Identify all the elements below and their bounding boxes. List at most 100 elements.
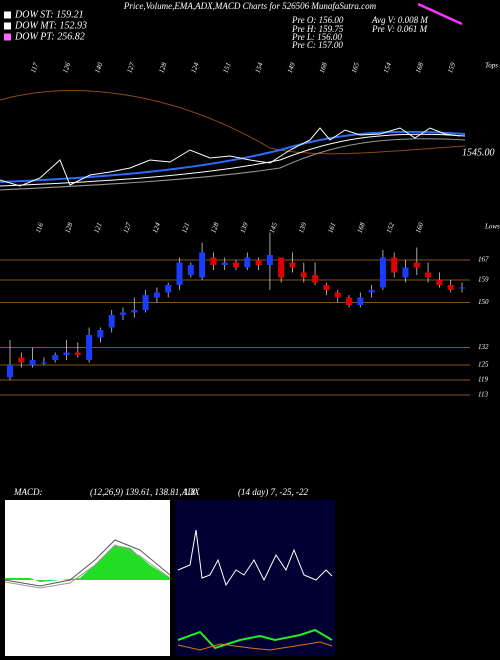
legend-swatch: [4, 11, 11, 19]
candle-body: [289, 262, 296, 268]
y-tick-label: 132: [478, 343, 489, 351]
y-tick-label: 167: [478, 256, 489, 264]
candle-body: [391, 257, 398, 273]
candle-body: [153, 292, 160, 298]
top-label: 124: [189, 61, 200, 74]
candle-body: [436, 280, 443, 285]
macd-params: (12,26,9) 139.61, 138.81, 1.8: [90, 487, 195, 497]
top-label: 168: [318, 61, 329, 74]
price-line: [0, 127, 461, 187]
info-text: Pre O: 156.00: [291, 15, 344, 25]
candle-body: [52, 355, 59, 360]
corner-label: Lows: [484, 223, 500, 231]
top-label: 116: [34, 221, 45, 234]
y-tick-label: 119: [478, 376, 488, 384]
candle-body: [108, 315, 115, 328]
top-label: 140: [93, 61, 104, 74]
macd-signal: [4, 544, 171, 589]
dow-pt-line: [417, 2, 463, 26]
candle-body: [323, 285, 330, 290]
y-tick-label: 150: [478, 298, 489, 306]
minus-di-line: [177, 641, 333, 651]
candle-body: [120, 312, 126, 315]
candle-body: [346, 297, 352, 305]
adx-params: (14 day) 7, -25, -22: [238, 487, 308, 497]
candle-body: [244, 257, 251, 268]
candle-body: [357, 297, 364, 305]
top-label: 127: [125, 61, 136, 74]
candle-body: [165, 285, 172, 293]
legend-swatch: [4, 33, 11, 41]
candle-body: [221, 262, 228, 265]
chart-title: Price,Volume,EMA,ADX,MACD Charts for 526…: [123, 1, 377, 11]
info-text: Avg V: 0.008 M: [371, 15, 428, 25]
legend-label: DOW PT: 256.82: [14, 31, 85, 42]
legend-label: DOW MT: 152.93: [14, 20, 87, 31]
y-tick-label: 113: [478, 391, 488, 399]
top-label: 160: [414, 221, 425, 234]
candle-body: [142, 295, 149, 310]
top-label: 126: [61, 61, 72, 74]
candle-body: [74, 352, 81, 355]
top-label: 127: [122, 221, 133, 234]
candle-body: [368, 290, 375, 293]
top-label: 139: [239, 221, 250, 234]
top-label: 151: [222, 62, 233, 75]
top-label: 152: [385, 221, 396, 234]
top-label: 117: [29, 61, 40, 74]
top-label: 165: [350, 61, 361, 74]
legend-label: DOW ST: 159.21: [14, 9, 84, 20]
plus-di-line: [177, 628, 333, 650]
adx-line: [177, 529, 333, 587]
top-label: 161: [326, 222, 337, 235]
top-label: 145: [268, 221, 279, 234]
candle-body: [199, 252, 206, 278]
candle-body: [40, 362, 47, 364]
top-label: 128: [157, 61, 168, 74]
top-label: 168: [414, 61, 425, 74]
candle-body: [459, 287, 465, 289]
candle-body: [18, 357, 25, 363]
candle-body: [86, 335, 93, 360]
info-text: Pre L: 156.00: [291, 32, 342, 42]
macd-histogram: [5, 545, 170, 582]
info-text: Pre V: 0.061 M: [371, 24, 428, 34]
candle-body: [7, 365, 13, 378]
candle-body: [233, 262, 239, 268]
price-label: 1545.00: [462, 147, 495, 158]
info-text: Pre C: 157.00: [291, 40, 343, 50]
y-tick-label: 125: [478, 361, 489, 369]
adx-label: ADX: [181, 487, 200, 497]
candle-body: [131, 310, 138, 313]
candle-body: [425, 272, 432, 278]
candle-body: [413, 262, 420, 268]
macd-label: MACD:: [13, 487, 43, 497]
corner-label: Tops: [485, 62, 498, 70]
top-label: 159: [446, 61, 457, 74]
candle-body: [210, 257, 217, 265]
legend-swatch: [4, 22, 11, 30]
candle-body: [402, 267, 409, 278]
top-label: 124: [151, 221, 162, 234]
candle-body: [97, 330, 104, 338]
top-label: 168: [356, 221, 367, 234]
candle-body: [187, 265, 194, 275]
candle-body: [447, 285, 454, 290]
top-label: 139: [297, 221, 308, 234]
top-label: 121: [180, 222, 191, 235]
top-label: 149: [286, 61, 297, 74]
top-label: 121: [93, 222, 104, 235]
top-label: 154: [254, 61, 265, 74]
candle-body: [312, 275, 319, 283]
ema-line: [0, 90, 466, 155]
top-label: 128: [209, 221, 220, 234]
candle-body: [255, 260, 262, 265]
candle-body: [379, 257, 386, 288]
candle-body: [278, 257, 285, 278]
candle-body: [334, 292, 341, 298]
top-label: 154: [382, 61, 393, 74]
candle-body: [63, 352, 70, 355]
candle-body: [29, 360, 36, 365]
macd-line: [4, 539, 171, 587]
info-text: Pre H: 159.75: [291, 24, 344, 34]
